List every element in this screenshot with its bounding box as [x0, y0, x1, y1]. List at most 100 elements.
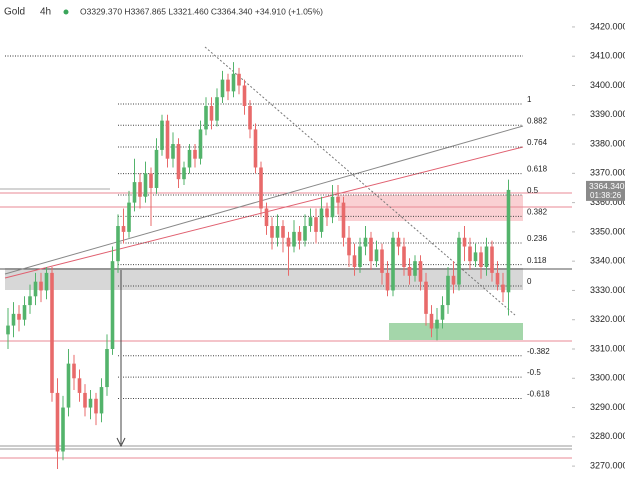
countdown: 01:38:26: [590, 191, 622, 200]
candle-body: [61, 407, 65, 452]
candle-body: [50, 272, 54, 393]
candle-body: [132, 182, 137, 203]
candle-body: [55, 392, 60, 452]
candle-body: [495, 272, 500, 285]
y-tick-label: 3410.000: [590, 51, 625, 61]
candle-body: [110, 261, 115, 349]
fib-label: 0.618: [527, 165, 548, 174]
candle-body: [6, 325, 10, 335]
candle-body: [424, 281, 428, 314]
candle-body: [308, 217, 313, 227]
candle-body: [358, 246, 362, 268]
y-tick-label: 3280.000: [590, 431, 625, 441]
trend-line: [4, 146, 524, 279]
candle-body: [176, 144, 181, 180]
y-tick-label: 3340.000: [590, 256, 625, 266]
candle-body: [17, 313, 21, 320]
candle-body: [270, 226, 274, 238]
fib-label: 0.882: [527, 116, 548, 125]
candle-body: [39, 281, 43, 291]
candle-body: [83, 392, 87, 408]
trend-line: [204, 46, 516, 316]
candle-body: [204, 105, 208, 130]
candle-body: [72, 363, 76, 379]
candle-body: [418, 261, 423, 282]
candle-body: [402, 246, 406, 268]
candle-body: [237, 73, 241, 86]
candle-body: [413, 261, 417, 276]
candle-body: [193, 149, 197, 159]
candle-body: [363, 237, 368, 247]
candle-body: [297, 231, 302, 241]
candle-body: [303, 226, 307, 241]
candle-body: [242, 85, 247, 106]
candle-body: [248, 105, 252, 130]
pink-zone: [338, 195, 523, 221]
fib-label: -0.5: [527, 368, 541, 377]
fib-label: 1: [527, 95, 532, 104]
fib-label: 0.5: [527, 186, 539, 195]
candle-body: [215, 97, 219, 121]
candle-body: [105, 348, 109, 388]
candle-body: [165, 120, 170, 159]
candle-body: [264, 208, 269, 227]
candle-body: [319, 208, 324, 232]
candle-body: [292, 231, 296, 247]
trend-line: [4, 125, 524, 275]
candle-body: [160, 120, 164, 150]
candle-body: [220, 79, 225, 98]
candle-body: [468, 246, 472, 262]
y-tick-label: 3420.000: [590, 21, 625, 31]
candle-body: [88, 398, 93, 408]
fib-label: 0.764: [527, 138, 548, 147]
y-tick-label: 3310.000: [590, 343, 625, 353]
candle-body: [286, 237, 291, 247]
green-zone: [389, 323, 523, 340]
candle-body: [143, 173, 148, 197]
candle-body: [374, 249, 379, 262]
candle-body: [253, 129, 258, 168]
candle-body: [490, 246, 494, 273]
candle-body: [11, 313, 16, 326]
candle-body: [479, 252, 483, 268]
last-price: 3364.340: [589, 181, 625, 191]
fib-label: 0.382: [527, 207, 548, 216]
candle-body: [396, 237, 401, 247]
candle-body: [385, 272, 390, 291]
candle-body: [501, 284, 505, 293]
fib-label: -0.382: [527, 347, 550, 356]
candle-body: [473, 252, 478, 262]
interval: 4h: [40, 7, 51, 18]
fib-label: 0.236: [527, 234, 548, 243]
candle-body: [352, 255, 357, 268]
candle-body: [429, 313, 434, 329]
fib-label: 0.118: [527, 256, 547, 265]
fib-label: 0: [527, 277, 532, 286]
candle-body: [154, 149, 159, 188]
candle-body: [407, 267, 412, 276]
candle-body: [94, 398, 98, 414]
candle-body: [275, 226, 280, 238]
price-axis: 3270.000 3280.000 3290.000 3300.000 3310.000…: [572, 21, 625, 470]
y-tick-label: 3330.000: [590, 285, 625, 295]
candle-body: [347, 237, 351, 256]
candle-body: [99, 387, 104, 414]
candle-body: [462, 237, 467, 247]
candle-body: [187, 149, 192, 168]
candle-body: [440, 305, 445, 320]
candle-body: [231, 73, 236, 92]
y-tick-label: 3400.000: [590, 80, 625, 90]
y-tick-label: 3380.000: [590, 138, 625, 148]
y-tick-label: 3390.000: [590, 109, 625, 119]
y-tick-label: 3320.000: [590, 314, 625, 324]
candle-body: [28, 296, 32, 306]
candle-body: [116, 226, 120, 262]
symbol: Gold: [4, 7, 25, 18]
candle-body: [341, 202, 346, 238]
candle-body: [259, 167, 263, 209]
y-tick-label: 3370.000: [590, 168, 625, 178]
arrow-head: [116, 437, 126, 448]
y-tick-label: 3270.000: [590, 460, 625, 470]
candle-body: [484, 246, 489, 268]
